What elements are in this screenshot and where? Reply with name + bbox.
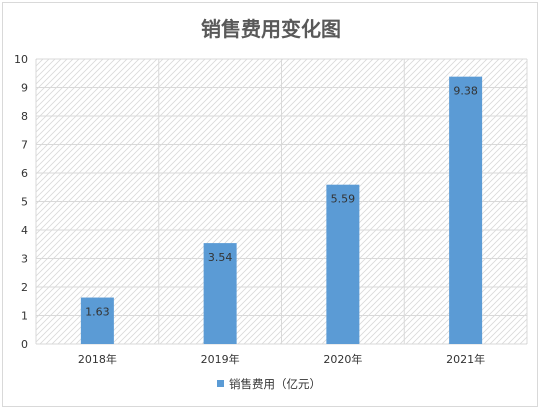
data-label-0: 1.63 (85, 306, 110, 319)
data-label-3: 9.38 (453, 85, 478, 98)
y-tick-label: 10 (14, 53, 28, 66)
x-tick-label: 2021年 (446, 352, 485, 366)
legend-label-sales-expense: 销售费用（亿元） (229, 377, 321, 391)
y-tick-label: 5 (21, 196, 28, 209)
bar-1 (203, 243, 237, 344)
y-tick-label: 7 (21, 139, 28, 152)
x-tick-label: 2018年 (78, 352, 117, 366)
bar-chart: 销售费用变化图 1.63 3.54 5.59 9.38 0 1 2 3 4 5 6 7 8 9 10 20… (14, 17, 528, 391)
y-tick-label: 9 (21, 82, 28, 95)
data-label-2: 5.59 (331, 193, 356, 206)
chart-title: 销售费用变化图 (201, 17, 341, 41)
legend: 销售费用（亿元） (217, 377, 321, 391)
y-tick-label: 2 (21, 281, 28, 294)
y-tick-label: 0 (21, 338, 28, 351)
y-tick-label: 8 (21, 110, 28, 123)
bar-2 (326, 184, 360, 344)
y-tick-label: 1 (21, 310, 28, 323)
y-tick-label: 4 (21, 224, 28, 237)
bar-3 (449, 76, 483, 345)
x-tick-label: 2020年 (323, 352, 362, 366)
chart-frame: 销售费用变化图 1.63 3.54 5.59 9.38 0 1 2 3 4 5 6 7 8 9 10 20… (2, 2, 538, 407)
x-tick-label: 2019年 (201, 352, 240, 366)
data-label-1: 3.54 (208, 251, 233, 264)
legend-swatch-sales-expense (217, 380, 224, 387)
y-tick-label: 3 (21, 253, 28, 266)
bar-0 (80, 297, 114, 344)
y-tick-label: 6 (21, 167, 28, 180)
